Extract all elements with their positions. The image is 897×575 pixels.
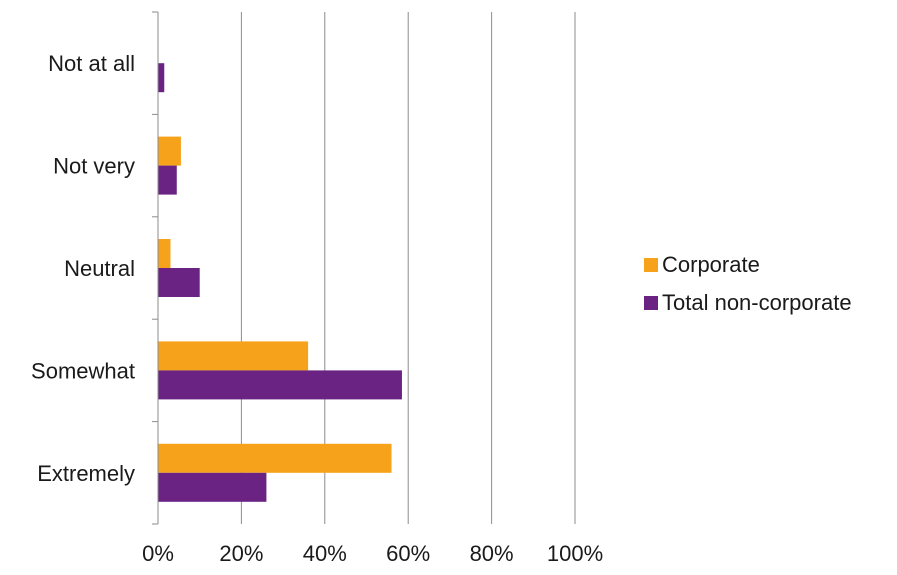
bars — [158, 63, 402, 502]
bar-corporate-not-very — [158, 136, 181, 166]
category-label: Neutral — [64, 256, 135, 281]
x-tick-label: 60% — [386, 541, 430, 566]
x-tick-label: 100% — [547, 541, 603, 566]
gridlines — [240, 12, 576, 524]
category-label: Extremely — [37, 461, 135, 486]
x-tick-label: 20% — [219, 541, 263, 566]
bar-corporate-somewhat — [158, 341, 309, 371]
bar-total-non-corporate-neutral — [158, 268, 200, 297]
bar-total-non-corporate-somewhat — [158, 370, 402, 400]
bar-total-non-corporate-extremely — [158, 472, 267, 502]
x-tick-label: 0% — [142, 541, 174, 566]
bar-total-non-corporate-not-at-all — [158, 63, 165, 93]
x-tick-label: 80% — [470, 541, 514, 566]
x-tick-label: 40% — [303, 541, 347, 566]
bar-total-non-corporate-not-very — [158, 165, 177, 195]
category-label: Not very — [53, 154, 135, 179]
bar-corporate-extremely — [158, 443, 392, 473]
category-label: Not at all — [48, 51, 135, 76]
category-labels: Not at all Not very Neutral Somewhat Extreme… — [31, 51, 135, 486]
legend: Corporate Total non-corporate — [644, 252, 852, 315]
legend-swatch-total-non-corporate — [644, 296, 658, 310]
legend-label: Total non-corporate — [662, 290, 852, 315]
legend-swatch-corporate — [644, 258, 658, 272]
x-tick-labels: 0% 20% 40% 60% 80% 100% — [142, 541, 603, 566]
axes — [152, 11, 159, 525]
bar-corporate-neutral — [158, 239, 171, 268]
category-label: Somewhat — [31, 358, 135, 383]
legend-label: Corporate — [662, 252, 760, 277]
